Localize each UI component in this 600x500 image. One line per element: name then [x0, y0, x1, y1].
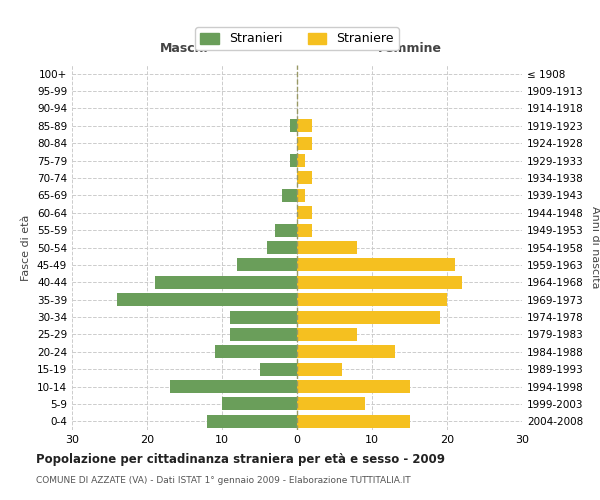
- Bar: [260, 362, 297, 376]
- Bar: [275, 224, 297, 236]
- Bar: [297, 258, 455, 272]
- Bar: [297, 136, 312, 149]
- Bar: [237, 258, 297, 272]
- Bar: [297, 362, 342, 376]
- Bar: [207, 415, 297, 428]
- Bar: [297, 189, 305, 202]
- Bar: [297, 276, 462, 289]
- Bar: [170, 380, 297, 393]
- Bar: [297, 293, 447, 306]
- Text: COMUNE DI AZZATE (VA) - Dati ISTAT 1° gennaio 2009 - Elaborazione TUTTITALIA.IT: COMUNE DI AZZATE (VA) - Dati ISTAT 1° ge…: [36, 476, 410, 485]
- Bar: [297, 328, 357, 341]
- Bar: [267, 241, 297, 254]
- Bar: [222, 398, 297, 410]
- Bar: [297, 206, 312, 220]
- Bar: [297, 310, 439, 324]
- Bar: [117, 293, 297, 306]
- Bar: [297, 398, 365, 410]
- Legend: Stranieri, Straniere: Stranieri, Straniere: [195, 28, 399, 50]
- Text: Popolazione per cittadinanza straniera per età e sesso - 2009: Popolazione per cittadinanza straniera p…: [36, 452, 445, 466]
- Bar: [290, 120, 297, 132]
- Bar: [297, 380, 409, 393]
- Bar: [297, 120, 312, 132]
- Bar: [229, 310, 297, 324]
- Text: Femmine: Femmine: [377, 42, 442, 54]
- Bar: [297, 415, 409, 428]
- Bar: [297, 241, 357, 254]
- Y-axis label: Fasce di età: Fasce di età: [22, 214, 31, 280]
- Bar: [282, 189, 297, 202]
- Bar: [297, 172, 312, 184]
- Y-axis label: Anni di nascita: Anni di nascita: [590, 206, 600, 289]
- Bar: [229, 328, 297, 341]
- Bar: [297, 346, 395, 358]
- Text: Maschi: Maschi: [160, 42, 209, 54]
- Bar: [297, 224, 312, 236]
- Bar: [155, 276, 297, 289]
- Bar: [215, 346, 297, 358]
- Bar: [290, 154, 297, 167]
- Bar: [297, 154, 305, 167]
